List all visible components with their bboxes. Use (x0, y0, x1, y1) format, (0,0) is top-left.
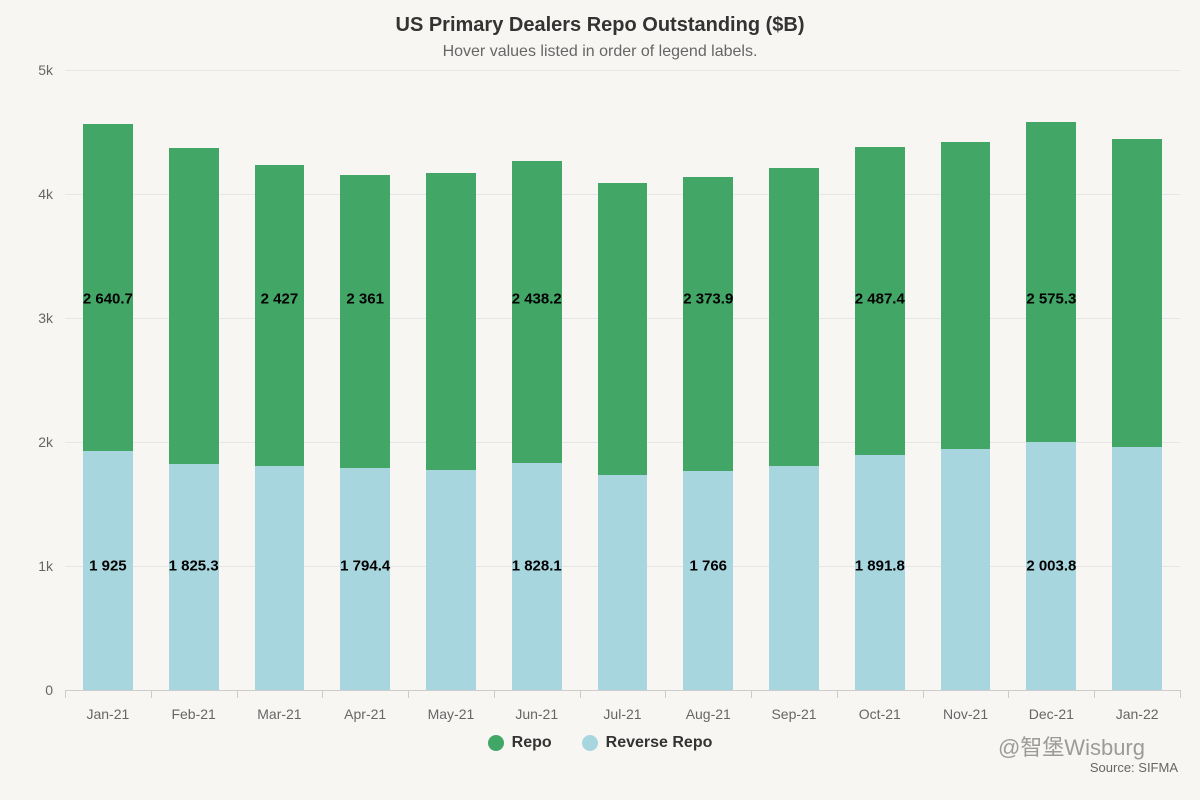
y-axis-tick-label: 3k (38, 310, 53, 326)
data-label-repo: 2 361 (346, 291, 384, 308)
plot-area: 01k2k3k4k5kJan-212 640.71 925Feb-211 825… (65, 70, 1180, 690)
x-axis-category-label: Sep-21 (771, 706, 816, 722)
x-axis-category-label: Apr-21 (344, 706, 386, 722)
x-axis-tick-mark (494, 690, 495, 698)
bar-segment-reverse-repo[interactable] (340, 468, 390, 691)
bar-group[interactable] (255, 165, 305, 690)
bar-segment-reverse-repo[interactable] (598, 475, 648, 690)
source-credit: Source: SIFMA (1090, 760, 1178, 775)
bar-group[interactable] (598, 183, 648, 690)
x-axis-tick-mark (665, 690, 666, 698)
chart-subtitle: Hover values listed in order of legend l… (0, 37, 1200, 61)
x-axis-tick-mark (580, 690, 581, 698)
x-axis-category-label: Jul-21 (603, 706, 641, 722)
bar-group[interactable] (683, 177, 733, 690)
x-axis-tick-mark (1180, 690, 1181, 698)
x-axis-tick-mark (1008, 690, 1009, 698)
x-axis-category-label: Jan-22 (1116, 706, 1159, 722)
bar-segment-reverse-repo[interactable] (1112, 447, 1162, 690)
x-axis-tick-mark (1094, 690, 1095, 698)
bar-group[interactable] (1112, 139, 1162, 690)
bar-segment-repo[interactable] (426, 173, 476, 470)
data-label-reverse-repo: 1 794.4 (340, 558, 390, 575)
data-label-reverse-repo: 1 925 (89, 558, 127, 575)
data-label-repo: 2 487.4 (855, 291, 905, 308)
bar-group[interactable] (941, 142, 991, 690)
bar-segment-repo[interactable] (1112, 139, 1162, 447)
x-axis-tick-mark (837, 690, 838, 698)
data-label-repo: 2 640.7 (83, 291, 133, 308)
data-label-reverse-repo: 1 828.1 (512, 558, 562, 575)
repo-outstanding-chart: US Primary Dealers Repo Outstanding ($B)… (0, 0, 1200, 800)
bar-segment-reverse-repo[interactable] (169, 464, 219, 690)
bar-segment-repo[interactable] (598, 183, 648, 476)
x-axis-tick-mark (237, 690, 238, 698)
bar-group[interactable] (1026, 122, 1076, 690)
legend-label: Reverse Repo (606, 734, 713, 752)
legend-item[interactable]: Reverse Repo (582, 734, 713, 752)
watermark: @智堡Wisburg (998, 730, 1145, 762)
bar-group[interactable] (83, 124, 133, 690)
x-axis-line (65, 690, 1180, 691)
bar-segment-repo[interactable] (1026, 122, 1076, 441)
bar-group[interactable] (769, 168, 819, 690)
x-axis-category-label: Mar-21 (257, 706, 301, 722)
bar-segment-reverse-repo[interactable] (426, 470, 476, 690)
x-axis-tick-mark (65, 690, 66, 698)
x-axis-tick-mark (923, 690, 924, 698)
data-label-reverse-repo: 2 003.8 (1026, 558, 1076, 575)
grid-line (65, 70, 1180, 71)
x-axis-category-label: Oct-21 (859, 706, 901, 722)
y-axis-tick-label: 0 (45, 682, 53, 698)
legend-swatch (488, 735, 504, 751)
data-label-repo: 2 427 (261, 291, 299, 308)
data-label-reverse-repo: 1 891.8 (855, 558, 905, 575)
bar-group[interactable] (169, 148, 219, 690)
x-axis-tick-mark (322, 690, 323, 698)
y-axis-tick-label: 5k (38, 62, 53, 78)
bar-segment-repo[interactable] (769, 168, 819, 466)
y-axis-tick-label: 4k (38, 186, 53, 202)
bar-group[interactable] (340, 175, 390, 690)
bar-group[interactable] (855, 147, 905, 690)
bar-segment-reverse-repo[interactable] (941, 449, 991, 690)
bar-group[interactable] (426, 173, 476, 690)
bar-segment-reverse-repo[interactable] (769, 466, 819, 690)
legend-item[interactable]: Repo (488, 734, 552, 752)
bar-segment-repo[interactable] (512, 161, 562, 463)
x-axis-category-label: Feb-21 (171, 706, 215, 722)
bar-group[interactable] (512, 161, 562, 690)
legend-swatch (582, 735, 598, 751)
bar-segment-reverse-repo[interactable] (255, 466, 305, 690)
x-axis-category-label: Nov-21 (943, 706, 988, 722)
y-axis-tick-label: 1k (38, 558, 53, 574)
x-axis-tick-mark (151, 690, 152, 698)
bar-segment-repo[interactable] (340, 175, 390, 468)
x-axis-tick-mark (751, 690, 752, 698)
bar-segment-reverse-repo[interactable] (512, 463, 562, 690)
x-axis-category-label: Jun-21 (515, 706, 558, 722)
bar-segment-reverse-repo[interactable] (683, 471, 733, 690)
x-axis-tick-mark (408, 690, 409, 698)
bar-segment-repo[interactable] (83, 124, 133, 451)
chart-title: US Primary Dealers Repo Outstanding ($B) (0, 0, 1200, 37)
legend-label: Repo (512, 734, 552, 752)
data-label-repo: 2 575.3 (1026, 291, 1076, 308)
x-axis-category-label: May-21 (428, 706, 475, 722)
x-axis-category-label: Aug-21 (686, 706, 731, 722)
bar-segment-repo[interactable] (683, 177, 733, 471)
data-label-repo: 2 438.2 (512, 291, 562, 308)
x-axis-category-label: Jan-21 (86, 706, 129, 722)
data-label-reverse-repo: 1 766 (689, 558, 727, 575)
bar-segment-repo[interactable] (941, 142, 991, 450)
bar-segment-repo[interactable] (255, 165, 305, 466)
bar-segment-repo[interactable] (169, 148, 219, 464)
data-label-reverse-repo: 1 825.3 (169, 558, 219, 575)
x-axis-category-label: Dec-21 (1029, 706, 1074, 722)
data-label-repo: 2 373.9 (683, 291, 733, 308)
y-axis-tick-label: 2k (38, 434, 53, 450)
